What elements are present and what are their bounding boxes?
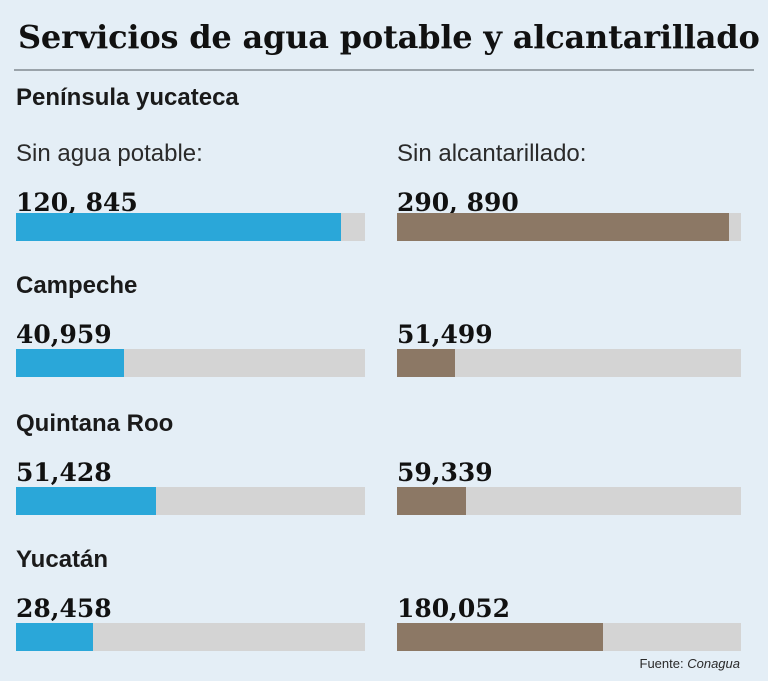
column-label-water: Sin agua potable: <box>16 140 203 167</box>
region-label: Península yucateca <box>16 84 239 111</box>
chart-title: Servicios de agua potable y alcantarilla… <box>18 18 760 56</box>
source-name: Conagua <box>687 656 740 671</box>
region-label: Yucatán <box>16 546 109 573</box>
bar-track-sewer <box>397 487 741 515</box>
value-label-sewer: 180,052 <box>397 594 511 623</box>
value-label-sewer: 290, 890 <box>397 188 519 217</box>
value-label-water: 120, 845 <box>16 188 138 217</box>
bar-fill-sewer <box>397 487 466 515</box>
bar-fill-water <box>16 623 93 651</box>
bar-track-sewer <box>397 349 741 377</box>
column-label-sewer: Sin alcantarillado: <box>397 140 587 167</box>
title-divider <box>14 69 754 71</box>
bar-track-water <box>16 213 365 241</box>
bar-track-water <box>16 623 365 651</box>
bar-track-water <box>16 349 365 377</box>
value-label-water: 51,428 <box>16 458 112 487</box>
bar-fill-sewer <box>397 623 604 651</box>
region-label: Campeche <box>16 272 138 299</box>
source-note: Fuente: Conagua <box>640 656 740 671</box>
bar-track-sewer <box>397 623 741 651</box>
bar-fill-water <box>16 487 156 515</box>
value-label-water: 40,959 <box>16 320 112 349</box>
source-prefix: Fuente: <box>639 656 688 671</box>
bar-track-sewer <box>397 213 741 241</box>
bar-track-water <box>16 487 365 515</box>
value-label-sewer: 51,499 <box>397 320 493 349</box>
bar-fill-sewer <box>397 349 456 377</box>
bar-fill-water <box>16 349 125 377</box>
bar-fill-water <box>16 213 341 241</box>
region-label: Quintana Roo <box>16 410 174 437</box>
value-label-sewer: 59,339 <box>397 458 493 487</box>
value-label-water: 28,458 <box>16 594 112 623</box>
bar-fill-sewer <box>397 213 729 241</box>
